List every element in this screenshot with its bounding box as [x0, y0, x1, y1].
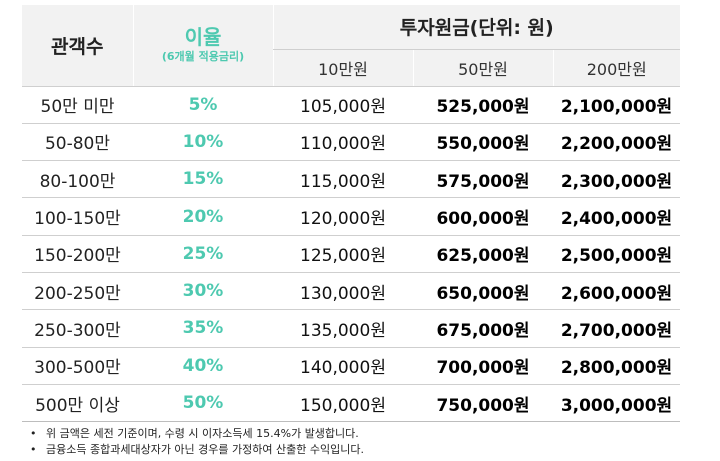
amount-header-10: 10만원	[272, 49, 413, 87]
return-200-cell: 2,200,000원	[553, 123, 680, 162]
audience-header: 관객수	[22, 5, 133, 87]
investment-return-table: 관객수 이율 (6개월 적용금리) 투자원금(단위: 원) 10만원 50만원 …	[22, 5, 680, 423]
bullet-icon: •	[30, 427, 37, 440]
return-200-cell: 2,800,000원	[553, 347, 680, 385]
return-50-cell: 750,000원	[413, 384, 553, 423]
rate-header-sublabel: (6개월 적용금리)	[161, 50, 245, 64]
rate-cell: 25%	[133, 235, 273, 273]
investment-header: 투자원금(단위: 원)	[272, 5, 680, 50]
rate-cell: 5%	[133, 86, 273, 124]
table-row: 300-500만 40% 140,000원 700,000원 2,800,000…	[22, 347, 680, 385]
investment-header-label: 투자원금(단위: 원)	[399, 17, 554, 40]
footnote-item: • 위 금액은 세전 기준이며, 수령 시 이자소득세 15.4%가 발생합니다.	[30, 426, 364, 442]
return-200-cell: 2,500,000원	[553, 235, 680, 273]
return-10-cell: 115,000원	[273, 160, 413, 199]
table-row: 250-300만 35% 135,000원 675,000원 2,700,000…	[22, 309, 680, 348]
return-50-cell: 675,000원	[413, 309, 553, 348]
table-row: 200-250만 30% 130,000원 650,000원 2,600,000…	[22, 272, 680, 311]
table-body: 50만 미만 5% 105,000원 525,000원 2,100,000원 5…	[22, 86, 680, 423]
return-10-cell: 120,000원	[273, 197, 413, 236]
return-50-cell: 575,000원	[413, 160, 553, 199]
return-200-cell: 2,300,000원	[553, 160, 680, 199]
return-50-cell: 625,000원	[413, 235, 553, 273]
return-10-cell: 150,000원	[273, 384, 413, 423]
return-200-cell: 3,000,000원	[553, 384, 680, 423]
return-50-cell: 550,000원	[413, 123, 553, 162]
amount-header-200: 200만원	[552, 49, 680, 87]
rate-cell: 20%	[133, 197, 273, 236]
return-50-cell: 700,000원	[413, 347, 553, 385]
return-50-cell: 650,000원	[413, 272, 553, 311]
rate-cell: 35%	[133, 309, 273, 348]
rate-cell: 50%	[133, 384, 273, 423]
audience-cell: 150-200만	[22, 235, 133, 273]
audience-cell: 250-300만	[22, 309, 133, 348]
return-50-cell: 525,000원	[413, 86, 553, 124]
bullet-icon: •	[30, 443, 37, 456]
amount-header-50: 50만원	[412, 49, 553, 87]
return-10-cell: 110,000원	[273, 123, 413, 162]
return-200-cell: 2,600,000원	[553, 272, 680, 311]
footnote-item: • 금융소득 종합과세대상자가 아닌 경우를 가정하여 산출한 수익입니다.	[30, 442, 364, 458]
return-10-cell: 140,000원	[273, 347, 413, 385]
investment-return-table-container: 관객수 이율 (6개월 적용금리) 투자원금(단위: 원) 10만원 50만원 …	[22, 5, 680, 423]
return-200-cell: 2,400,000원	[553, 197, 680, 236]
rate-cell: 10%	[133, 123, 273, 162]
return-50-cell: 600,000원	[413, 197, 553, 236]
return-10-cell: 130,000원	[273, 272, 413, 311]
return-10-cell: 105,000원	[273, 86, 413, 124]
table-row: 50만 미만 5% 105,000원 525,000원 2,100,000원	[22, 86, 680, 124]
audience-cell: 50-80만	[22, 123, 133, 162]
return-200-cell: 2,100,000원	[553, 86, 680, 124]
audience-header-label: 관객수	[51, 35, 104, 58]
table-row: 150-200만 25% 125,000원 625,000원 2,500,000…	[22, 235, 680, 273]
footnotes: • 위 금액은 세전 기준이며, 수령 시 이자소득세 15.4%가 발생합니다.…	[30, 426, 364, 458]
rate-cell: 40%	[133, 347, 273, 385]
table-row: 500만 이상 50% 150,000원 750,000원 3,000,000원	[22, 384, 680, 423]
audience-cell: 50만 미만	[22, 86, 133, 124]
rate-cell: 30%	[133, 272, 273, 311]
table-row: 100-150만 20% 120,000원 600,000원 2,400,000…	[22, 197, 680, 236]
table-row: 50-80만 10% 110,000원 550,000원 2,200,000원	[22, 123, 680, 162]
table-header: 관객수 이율 (6개월 적용금리) 투자원금(단위: 원) 10만원 50만원 …	[22, 5, 680, 87]
rate-cell: 15%	[133, 160, 273, 199]
audience-cell: 80-100만	[22, 160, 133, 199]
footnote-text: 위 금액은 세전 기준이며, 수령 시 이자소득세 15.4%가 발생합니다.	[46, 427, 359, 440]
return-10-cell: 135,000원	[273, 309, 413, 348]
audience-cell: 300-500만	[22, 347, 133, 385]
rate-header-label: 이율	[184, 25, 222, 50]
audience-cell: 500만 이상	[22, 384, 133, 423]
return-10-cell: 125,000원	[273, 235, 413, 273]
table-row: 80-100만 15% 115,000원 575,000원 2,300,000원	[22, 160, 680, 199]
return-200-cell: 2,700,000원	[553, 309, 680, 348]
footnote-text: 금융소득 종합과세대상자가 아닌 경우를 가정하여 산출한 수익입니다.	[46, 443, 364, 456]
rate-header: 이율 (6개월 적용금리)	[132, 5, 273, 87]
audience-cell: 200-250만	[22, 272, 133, 311]
audience-cell: 100-150만	[22, 197, 133, 236]
